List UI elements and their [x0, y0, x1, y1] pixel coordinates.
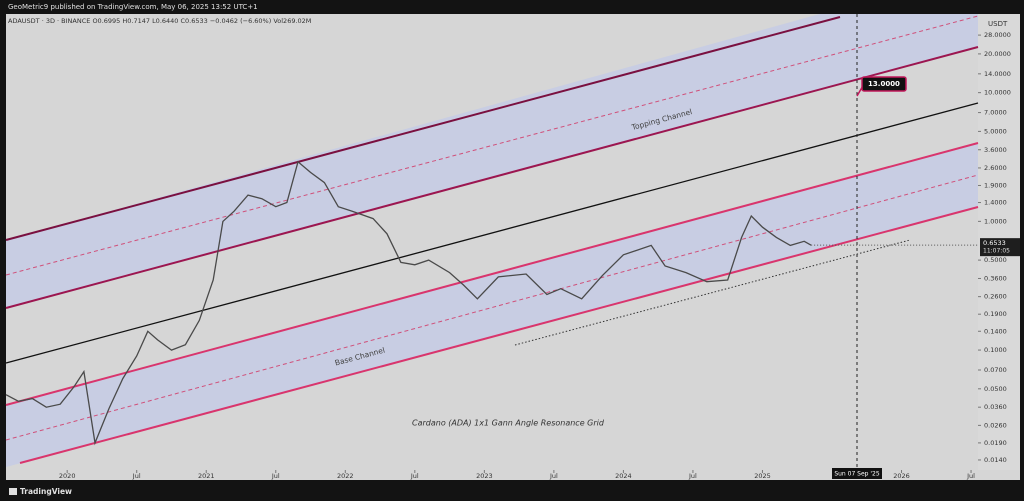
price-line: [5, 160, 812, 446]
y-tick-label: 0.1400: [984, 327, 1007, 335]
topping-channel-fill: [6, 0, 978, 308]
topping-channel-bottom: [5, 46, 979, 309]
y-tick-label: 3.6000: [984, 146, 1007, 154]
y-tick-label: 0.2600: [984, 293, 1007, 301]
base-channel-top: [5, 142, 979, 406]
y-tick-label: 0.1000: [984, 346, 1007, 354]
symbol-info: ADAUSDT · 3D · BINANCE O0.6995 H0.7147 L…: [8, 17, 311, 25]
x-tick-label: 2022: [337, 472, 354, 480]
x-tick-label: Jul: [966, 472, 975, 480]
x-tick-label: Jul: [688, 472, 697, 480]
y-tick-label: 14.0000: [984, 70, 1011, 78]
x-tick-label: 2026: [893, 472, 910, 480]
y-tick-label: 0.0360: [984, 403, 1007, 411]
crosshair-tag: [832, 468, 882, 479]
y-tick-label: 28.0000: [984, 31, 1011, 39]
last-price-label: 0.6533: [983, 239, 1006, 247]
y-tick-label: 0.0500: [984, 385, 1007, 393]
x-tick-label: Jul: [549, 472, 558, 480]
target-label: 13.0000: [868, 80, 900, 88]
header-bar: [0, 0, 1024, 14]
footer-bar: [0, 483, 1024, 501]
y-tick-label: 0.1900: [984, 310, 1007, 318]
y-tick-label: 0.0190: [984, 439, 1007, 447]
y-tick-label: 0.0260: [984, 421, 1007, 429]
gann-line: [5, 102, 979, 364]
base-channel-bottom: [19, 206, 979, 464]
x-tick-label: Jul: [271, 472, 280, 480]
x-tick-label: 2021: [198, 472, 215, 480]
y-tick-label: 1.4000: [984, 199, 1007, 207]
y-tick-label: 20.0000: [984, 50, 1011, 58]
y-tick-label: 1.0000: [984, 217, 1007, 225]
x-tick-label: 2025: [754, 472, 771, 480]
chart-background: [6, 14, 1020, 480]
y-tick-label: 1.9000: [984, 181, 1007, 189]
y-unit: USDT: [988, 20, 1008, 28]
y-tick-label: 0.0700: [984, 366, 1007, 374]
y-tick-label: 0.0140: [984, 456, 1007, 464]
brand-logo: [9, 488, 17, 495]
crosshair-label: Sun 07 Sep '25: [834, 471, 880, 478]
publish-note: GeoMetric9 published on TradingView.com,…: [8, 3, 258, 11]
target-box: [861, 76, 907, 92]
x-tick-label: 2023: [476, 472, 493, 480]
base-channel-fill: [6, 143, 978, 467]
topping-channel-top: [5, 16, 841, 241]
y-tick-label: 5.0000: [984, 127, 1007, 135]
y-tick-label: 2.6000: [984, 164, 1007, 172]
x-tick-label: Jul: [132, 472, 141, 480]
x-tick-label: 2020: [59, 472, 76, 480]
x-tick-label: 2024: [615, 472, 632, 480]
y-tick-label: 10.0000: [984, 89, 1011, 97]
countdown: 11:07:05: [983, 248, 1010, 255]
support-line: [514, 239, 911, 346]
annotation: Cardano (ADA) 1x1 Gann Angle Resonance G…: [412, 419, 605, 428]
last-price-tag: [980, 238, 1020, 257]
y-tick-label: 0.3600: [984, 274, 1007, 282]
y-tick-label: 7.0000: [984, 109, 1007, 117]
x-tick-label: Jul: [410, 472, 419, 480]
y-tick-label: 0.5000: [984, 256, 1007, 264]
brand: TradingView: [20, 487, 72, 496]
